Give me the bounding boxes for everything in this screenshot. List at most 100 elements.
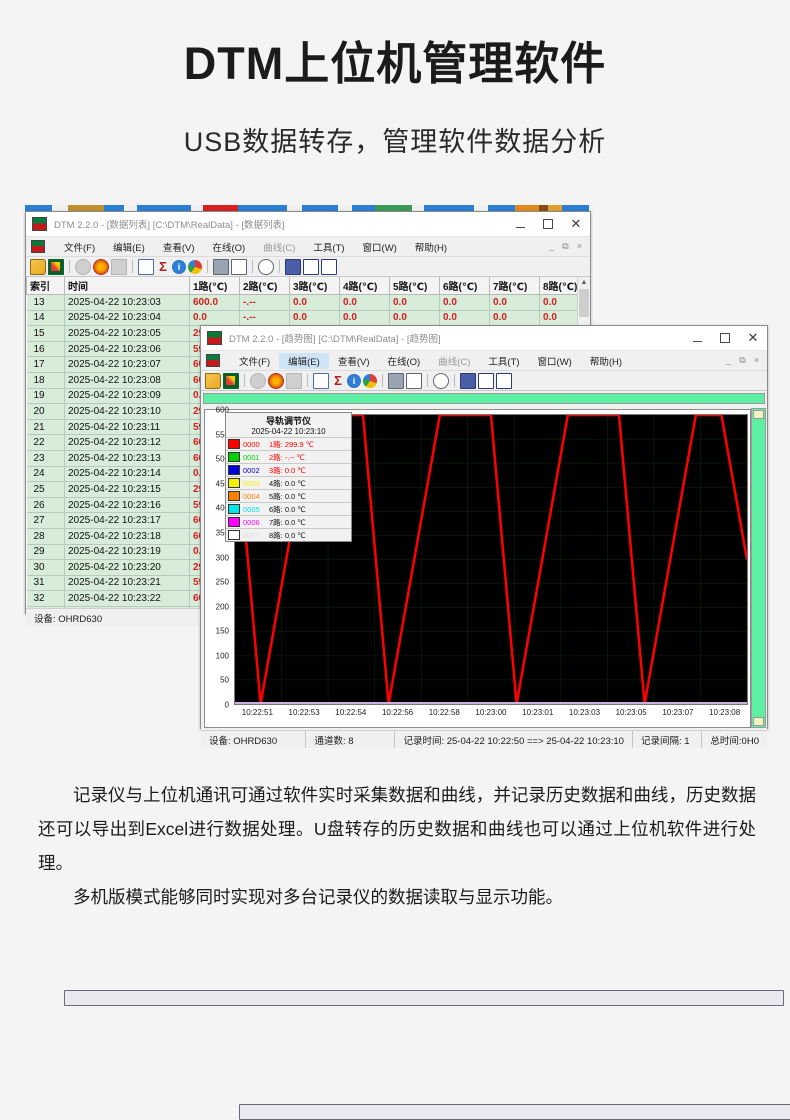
- progress-bar: [203, 393, 765, 404]
- window1-titlebar[interactable]: DTM 2.2.0 - [数据列表] [C:\DTM\RealData] - […: [26, 212, 590, 237]
- info-icon[interactable]: i: [172, 259, 186, 274]
- menu-file[interactable]: 文件(F): [239, 356, 271, 368]
- column-header[interactable]: 6路(℃): [439, 277, 490, 295]
- close-button[interactable]: ✕: [747, 330, 759, 345]
- window2-toolbar[interactable]: Σ i: [201, 371, 790, 1120]
- scroll-up-icon[interactable]: [753, 410, 764, 419]
- menu-curve[interactable]: 曲线(C): [263, 242, 296, 254]
- record-icon[interactable]: [268, 372, 284, 389]
- column-header[interactable]: 时间: [64, 277, 190, 295]
- column-header[interactable]: 3路(℃): [289, 277, 340, 295]
- menu-view[interactable]: 查看(V): [337, 356, 370, 368]
- legend-row[interactable]: 0003 4路: 0.0 ℃: [226, 476, 351, 489]
- scroll-down-icon[interactable]: [753, 717, 764, 726]
- chart-vertical-scrollbar[interactable]: [751, 408, 766, 728]
- find-icon[interactable]: [258, 258, 274, 275]
- mdi-window-controls[interactable]: _ ⧉ ×: [723, 355, 767, 366]
- chart-area[interactable]: 0 50 100 150 200 250 300 350 400 450 500 550 600 10:…: [201, 406, 767, 730]
- cascade-icon[interactable]: [460, 372, 476, 389]
- mdi-minimize-button[interactable]: _: [548, 241, 554, 251]
- column-header[interactable]: 1路(℃): [189, 277, 240, 295]
- copy-icon[interactable]: [239, 1104, 790, 1120]
- print-preview-icon[interactable]: [406, 372, 422, 389]
- grid-icon[interactable]: [313, 372, 329, 389]
- menu-help[interactable]: 帮助(H): [414, 242, 448, 254]
- cell-time: 2025-04-22 10:23:22: [64, 590, 190, 607]
- pie-icon[interactable]: [363, 373, 377, 388]
- find-icon[interactable]: [433, 372, 449, 389]
- sigma-icon[interactable]: Σ: [334, 372, 342, 388]
- window2-controls[interactable]: ✕: [683, 326, 767, 350]
- chart-icon[interactable]: [48, 258, 64, 275]
- mdi-close-button[interactable]: ×: [753, 355, 760, 365]
- print-icon[interactable]: [213, 258, 229, 275]
- maximize-button[interactable]: [534, 212, 562, 236]
- column-header[interactable]: 2路(℃): [239, 277, 290, 295]
- legend-row[interactable]: 0005 6路: 0.0 ℃: [226, 502, 351, 515]
- tile-vertical-icon[interactable]: [321, 258, 337, 275]
- chart-legend[interactable]: 导轨调节仪 2025-04-22 10:23:10 0000 1路: 299.9 …: [225, 412, 352, 542]
- mdi-restore-button[interactable]: ⧉: [739, 355, 746, 365]
- maximize-button[interactable]: [711, 326, 739, 350]
- mdi-close-button[interactable]: ×: [576, 241, 583, 251]
- open-icon[interactable]: [205, 372, 221, 389]
- window2-titlebar[interactable]: DTM 2.2.0 - [趋势图] [C:\DTM\RealData] - [趋…: [201, 326, 767, 351]
- mdi-restore-button[interactable]: ⧉: [562, 241, 569, 251]
- menu-view[interactable]: 查看(V): [162, 242, 195, 254]
- stop-icon[interactable]: [111, 258, 127, 275]
- mdi-minimize-button[interactable]: _: [725, 355, 731, 365]
- record-icon[interactable]: [93, 258, 109, 275]
- window2-menubar[interactable]: 文件(F) 编辑(E) 查看(V) 在线(O) 曲线(C) 工具(T) 窗口(W…: [201, 351, 767, 371]
- column-header[interactable]: 5路(℃): [389, 277, 440, 295]
- trend-chart-window[interactable]: DTM 2.2.0 - [趋势图] [C:\DTM\RealData] - [趋…: [200, 325, 790, 1120]
- print-icon[interactable]: [388, 372, 404, 389]
- scrollbar-thumb[interactable]: [579, 289, 589, 317]
- window1-menubar[interactable]: 文件(F) 编辑(E) 查看(V) 在线(O) 曲线(C) 工具(T) 窗口(W…: [26, 237, 590, 257]
- column-header[interactable]: 4路(℃): [339, 277, 390, 295]
- menu-window[interactable]: 窗口(W): [362, 242, 397, 254]
- menu-tools[interactable]: 工具(T): [313, 242, 345, 254]
- print-preview-icon[interactable]: [231, 258, 247, 275]
- menu-help[interactable]: 帮助(H): [589, 356, 623, 368]
- legend-row[interactable]: 0004 5路: 0.0 ℃: [226, 489, 351, 502]
- menu-online[interactable]: 在线(O): [387, 356, 421, 368]
- copy-icon[interactable]: [64, 990, 784, 1006]
- menu-file[interactable]: 文件(F): [64, 242, 96, 254]
- mdi-window-controls[interactable]: _ ⧉ ×: [546, 241, 590, 252]
- tile-horizontal-icon[interactable]: [478, 372, 494, 389]
- record-grey-icon[interactable]: [250, 372, 266, 389]
- minimize-button[interactable]: [683, 326, 711, 350]
- menu-edit[interactable]: 编辑(E): [279, 352, 329, 369]
- grid-icon[interactable]: [138, 258, 154, 275]
- close-button[interactable]: ✕: [570, 216, 582, 231]
- legend-row[interactable]: 0007 8路: 0.0 ℃: [226, 528, 351, 541]
- tile-vertical-icon[interactable]: [496, 372, 512, 389]
- menu-tools[interactable]: 工具(T): [488, 356, 520, 368]
- table-row[interactable]: 13 2025-04-22 10:23:03 600.0 -.-- 0.0 0.0 0.0 0…: [26, 294, 590, 311]
- window1-toolbar[interactable]: Σ i: [26, 257, 784, 1006]
- legend-row[interactable]: 0001 2路: -.-- ℃: [226, 450, 351, 463]
- scroll-up-icon[interactable]: ▲: [580, 279, 588, 286]
- minimize-button[interactable]: [506, 212, 534, 236]
- cascade-icon[interactable]: [285, 258, 301, 275]
- menu-curve[interactable]: 曲线(C): [438, 356, 471, 368]
- info-icon[interactable]: i: [347, 373, 361, 388]
- column-header[interactable]: 索引: [26, 277, 65, 295]
- menu-edit[interactable]: 编辑(E): [113, 242, 145, 254]
- window1-controls[interactable]: ✕: [506, 212, 590, 236]
- legend-row[interactable]: 0000 1路: 299.9 ℃: [226, 437, 351, 450]
- legend-row[interactable]: 0006 7路: 0.0 ℃: [226, 515, 351, 528]
- chart-icon[interactable]: [223, 372, 239, 389]
- color-strip-segment: [203, 205, 238, 212]
- menu-window[interactable]: 窗口(W): [537, 356, 572, 368]
- open-icon[interactable]: [30, 258, 46, 275]
- column-header[interactable]: 7路(℃): [489, 277, 540, 295]
- pie-icon[interactable]: [188, 259, 202, 274]
- record-grey-icon[interactable]: [75, 258, 91, 275]
- stop-icon[interactable]: [286, 372, 302, 389]
- menu-online[interactable]: 在线(O): [212, 242, 246, 254]
- table-row[interactable]: 14 2025-04-22 10:23:04 0.0 -.-- 0.0 0.0 0.0 0.0…: [26, 310, 590, 327]
- tile-horizontal-icon[interactable]: [303, 258, 319, 275]
- legend-row[interactable]: 0002 3路: 0.0 ℃: [226, 463, 351, 476]
- sigma-icon[interactable]: Σ: [159, 258, 167, 274]
